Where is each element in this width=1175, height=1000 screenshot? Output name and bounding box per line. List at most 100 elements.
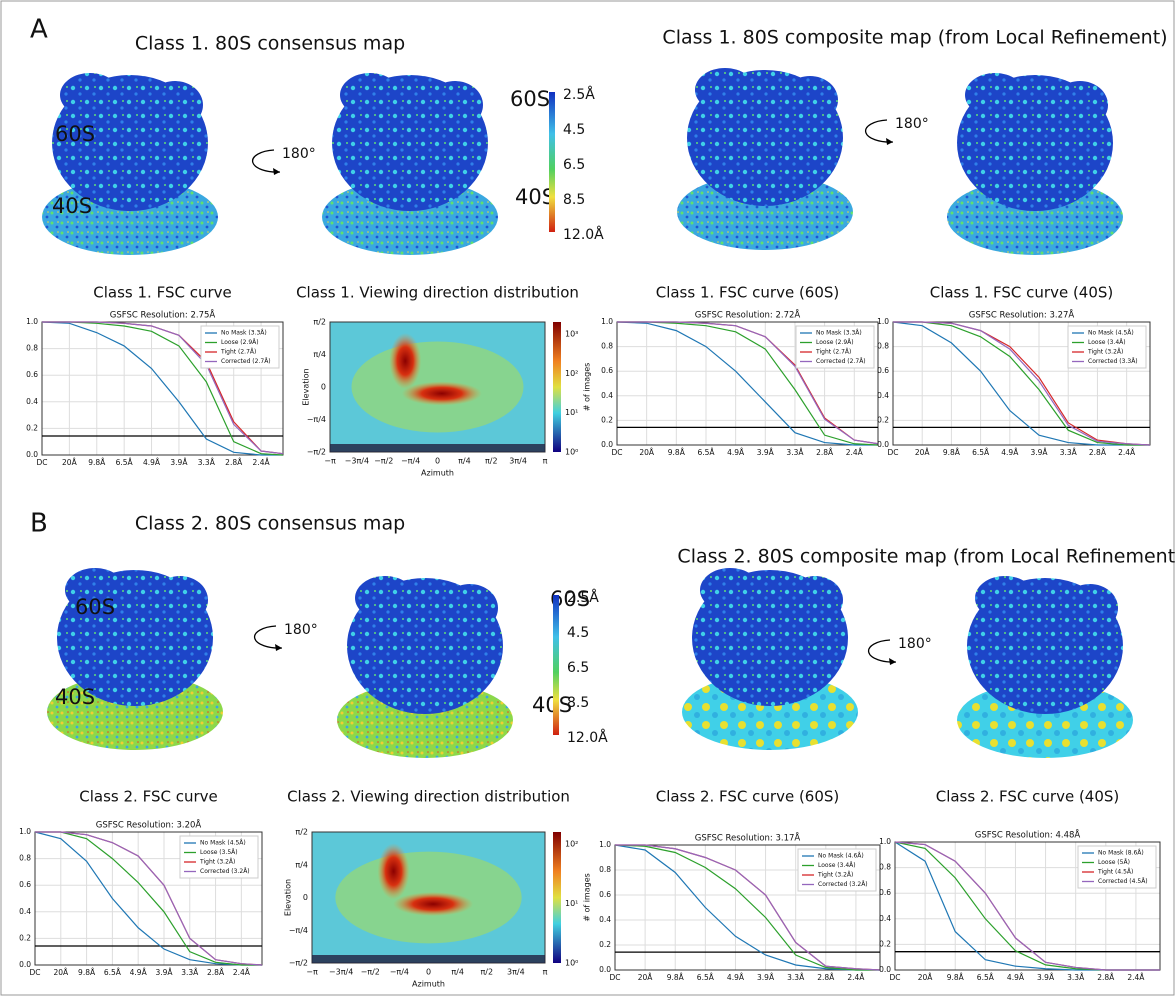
x-tick-label: 3.9Å — [155, 968, 173, 977]
count-colorbar — [553, 832, 561, 963]
x-tick-label: 2.4Å — [1118, 448, 1136, 457]
fsc-curve — [894, 841, 1160, 971]
x-tick-label: 20Å — [53, 968, 69, 977]
y-tick-label: 0.0 — [877, 440, 889, 449]
x-tick-label: 9.8Å — [78, 968, 96, 977]
colorbar-label: # of images — [583, 363, 592, 412]
colorbar-tick: 10³ — [565, 330, 578, 339]
heatmap-region — [389, 333, 422, 389]
map-60s-lobe — [787, 576, 843, 624]
plot-subtitle: GSFSC Resolution: 3.20Å — [96, 819, 202, 831]
x-tick-label: DC — [887, 448, 898, 457]
y-tick-label: 0.4 — [19, 907, 31, 916]
y-tick-label: 0.2 — [879, 939, 891, 948]
y-tick-label: 0.6 — [599, 890, 611, 899]
y-tick-label: 0.0 — [26, 450, 38, 459]
map-60s-lobe — [695, 68, 755, 112]
legend-entry: Loose (3.4Å) — [1088, 339, 1126, 346]
legend-entry: Corrected (3.2Å) — [200, 868, 250, 875]
x-tick-label: 20Å — [62, 458, 78, 467]
fsc-curve — [617, 321, 879, 445]
y-tick-label: 0.2 — [19, 933, 31, 942]
x-tick-label: −π/4 — [390, 968, 409, 977]
y-tick-label: 0.8 — [26, 344, 38, 353]
legend-entry: Tight (2.7Å) — [815, 349, 851, 356]
fsc-curve — [42, 321, 284, 455]
x-tick-label: 4.9Å — [1001, 448, 1019, 457]
x-tick-label: 6.5Å — [977, 973, 995, 982]
x-tick-label: π — [543, 457, 548, 466]
y-tick-label: −π/4 — [289, 926, 308, 935]
rotation-arrow — [251, 149, 281, 173]
map-60s-lobe — [65, 568, 125, 612]
rotation-label: 180° — [898, 636, 932, 652]
heatmap-band — [330, 444, 545, 452]
x-tick-label: DC — [609, 973, 620, 982]
colorbar-tick: 10⁰ — [565, 448, 578, 457]
fsc-curve — [615, 844, 881, 971]
y-tick-label: π/2 — [313, 318, 326, 327]
x-tick-label: 3.3Å — [1067, 973, 1085, 982]
x-tick-label: DC — [611, 448, 622, 457]
fsc-curve — [616, 321, 878, 446]
y-axis-label: Elevation — [284, 879, 293, 916]
map-title: Class 2. 80S composite map (from Local R… — [677, 546, 1175, 568]
y-tick-label: 0.4 — [26, 397, 38, 406]
rotation-label: 180° — [282, 146, 316, 162]
colorbar-label: 4.5 — [563, 122, 585, 138]
x-tick-label: 2.8Å — [225, 458, 243, 467]
y-tick-label: 0.6 — [601, 366, 613, 375]
x-tick-label: 2.8Å — [1089, 448, 1107, 457]
x-tick-label: 20Å — [918, 973, 934, 982]
colorbar-label: 4.5 — [567, 625, 589, 641]
heatmap-region — [401, 381, 482, 406]
x-tick-label: 2.4Å — [253, 458, 271, 467]
legend-entry: Tight (3.2Å) — [1087, 349, 1123, 356]
x-tick-label: π/2 — [485, 457, 498, 466]
fsc-curve — [42, 321, 284, 456]
colorbar-label: # of images — [583, 873, 592, 922]
y-tick-label: 0 — [303, 893, 308, 902]
map-60s-lobe — [152, 576, 208, 624]
x-tick-label: 3.3Å — [786, 448, 804, 457]
y-tick-label: 0.0 — [19, 960, 31, 969]
fsc-curve — [35, 831, 262, 966]
legend-entry: Loose (2.9Å) — [221, 339, 259, 346]
x-tick-label: 6.5Å — [104, 968, 122, 977]
legend-entry: Corrected (3.3Å) — [1088, 358, 1138, 365]
subunit-label: 60S — [55, 122, 95, 146]
x-tick-label: 3π/4 — [507, 968, 525, 977]
arrow-head — [886, 138, 893, 145]
x-tick-label: 2.8Å — [1097, 973, 1115, 982]
y-tick-label: 0.2 — [601, 415, 613, 424]
x-tick-label: −π/2 — [374, 457, 393, 466]
legend-entry: No Mask (4.6Å) — [818, 853, 864, 860]
colorbar-label: 8.5 — [567, 695, 589, 711]
colorbar-label: 6.5 — [567, 660, 589, 676]
colorbar-tick: 10¹ — [565, 899, 578, 908]
x-tick-label: 3.9Å — [757, 448, 775, 457]
x-tick-label: 2.8Å — [816, 448, 834, 457]
arrow-head — [275, 644, 282, 651]
x-tick-label: 3.3Å — [181, 968, 199, 977]
x-tick-label: 3.9Å — [757, 973, 775, 982]
plot-title: Class 1. FSC curve — [93, 284, 231, 302]
plot-title: Class 1. FSC curve (40S) — [930, 284, 1114, 302]
x-tick-label: 6.5Å — [116, 458, 134, 467]
rotation-label: 180° — [284, 622, 318, 638]
y-tick-label: 0.6 — [19, 880, 31, 889]
x-tick-label: 9.8Å — [668, 448, 686, 457]
map-60s-lobe — [1062, 584, 1118, 632]
y-tick-label: 0.6 — [26, 370, 38, 379]
plot-title: Class 2. FSC curve — [79, 788, 217, 806]
y-tick-label: 1.0 — [879, 837, 891, 846]
subunit-label: 40S — [532, 693, 572, 717]
x-tick-label: 9.8Å — [943, 448, 961, 457]
x-tick-label: 3.3Å — [1060, 448, 1078, 457]
resolution-colorbar — [549, 92, 555, 232]
map-60s-lobe — [442, 584, 498, 632]
y-tick-label: 1.0 — [601, 317, 613, 326]
y-tick-label: π/4 — [313, 350, 326, 359]
x-tick-label: −π — [306, 968, 318, 977]
legend-entry: Tight (2.7Å) — [220, 349, 256, 356]
